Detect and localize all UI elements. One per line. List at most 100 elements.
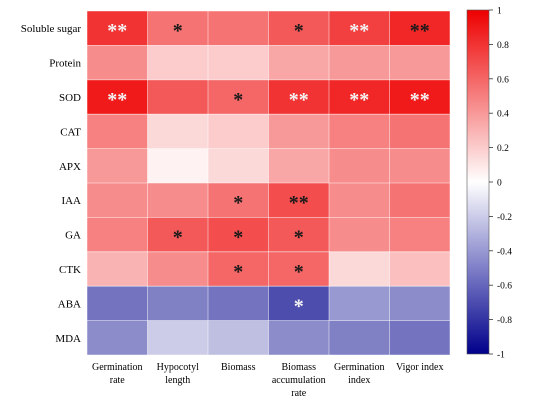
heatmap-cells xyxy=(87,11,450,355)
row-label: MDA xyxy=(55,333,81,345)
heatmap-cell xyxy=(87,79,148,115)
heatmap-cell xyxy=(389,217,450,252)
row-label: Soluble sugar xyxy=(21,23,82,35)
colorbar-tick-label: -0.2 xyxy=(497,213,512,223)
heatmap-cell xyxy=(268,217,329,252)
significance-marker: * xyxy=(173,20,183,42)
heatmap-cell xyxy=(208,45,269,80)
heatmap-cell xyxy=(87,320,148,355)
colorbar-tick-label: 0.2 xyxy=(497,144,509,154)
colorbar-tick-label: 1 xyxy=(497,7,502,17)
colorbar-tick-label: -0.8 xyxy=(497,316,512,326)
heatmap-cell xyxy=(208,11,269,46)
heatmap-cell xyxy=(208,320,269,355)
heatmap-cell xyxy=(87,286,148,321)
heatmap-cell xyxy=(389,114,450,149)
heatmap-cell xyxy=(389,148,450,183)
heatmap-cell xyxy=(87,45,148,80)
significance-marker: ** xyxy=(107,89,127,111)
heatmap-cell xyxy=(329,217,390,252)
significance-marker: ** xyxy=(410,20,430,42)
heatmap-cell xyxy=(87,11,148,46)
row-label: IAA xyxy=(61,195,81,207)
heatmap-cell xyxy=(389,11,450,46)
heatmap-cell xyxy=(329,286,390,321)
heatmap-cell xyxy=(208,148,269,183)
significance-marker: * xyxy=(233,227,243,249)
column-label: Biomass accumulation rate xyxy=(272,362,326,399)
row-label: ABA xyxy=(58,298,81,310)
significance-marker: * xyxy=(233,192,243,214)
heatmap-cell xyxy=(208,217,269,252)
colorbar-tick-label: 0.4 xyxy=(497,110,509,120)
colorbar-tick-label: 0.8 xyxy=(497,41,509,51)
heatmap-grid xyxy=(86,10,451,356)
heatmap-cell xyxy=(329,320,390,355)
colorbar-tick-label: -1 xyxy=(497,351,505,361)
heatmap-cell xyxy=(389,45,450,80)
heatmap-cell xyxy=(329,148,390,183)
heatmap-cell xyxy=(389,79,450,115)
column-label: Biomass xyxy=(221,362,256,373)
heatmap-cell xyxy=(147,217,208,252)
significance-marker: ** xyxy=(289,192,309,214)
column-labels: Germination rate Hypocotyl length Biomass Bio… xyxy=(92,362,444,399)
heatmap-cell xyxy=(268,79,329,115)
heatmap-cell xyxy=(389,183,450,218)
significance-marker: ** xyxy=(107,20,127,42)
heatmap-cell xyxy=(268,45,329,80)
column-label: Germination index xyxy=(334,362,385,386)
heatmap-cell xyxy=(329,183,390,218)
heatmap-cell xyxy=(268,114,329,149)
significance-marker: ** xyxy=(349,89,369,111)
row-label: CAT xyxy=(60,126,81,138)
heatmap-cell xyxy=(87,217,148,252)
heatmap-cell xyxy=(147,79,208,115)
row-label: APX xyxy=(59,161,81,173)
heatmap-cell xyxy=(208,251,269,287)
significance-markers: ** * * ** **** * ** ** *** *** * ** ** xyxy=(107,20,430,317)
heatmap-cell xyxy=(268,11,329,46)
column-label: Hypocotyl length xyxy=(157,362,199,386)
significance-marker: ** xyxy=(349,20,369,42)
heatmap-cell xyxy=(329,45,390,80)
colorbar xyxy=(466,9,490,355)
heatmap-cell xyxy=(389,320,450,355)
heatmap-cell xyxy=(329,114,390,149)
heatmap-cell xyxy=(329,79,390,115)
significance-marker: * xyxy=(294,261,304,283)
row-label: CTK xyxy=(59,264,81,276)
heatmap-cell xyxy=(208,286,269,321)
heatmap-cell xyxy=(87,114,148,149)
heatmap-cell xyxy=(268,286,329,321)
heatmap-cell xyxy=(208,79,269,115)
row-labels: Soluble sugar Protein SOD CAT APX IAA GA CTK ABA… xyxy=(21,23,82,345)
colorbar-tick-label: -0.4 xyxy=(497,247,512,257)
heatmap-cell xyxy=(389,251,450,287)
colorbar-tick-label: 0.6 xyxy=(497,75,509,85)
heatmap-cell xyxy=(268,251,329,287)
heatmap-cell xyxy=(268,148,329,183)
heatmap-cell xyxy=(147,251,208,287)
heatmap-cell xyxy=(268,320,329,355)
heatmap-cell xyxy=(329,251,390,287)
significance-marker: * xyxy=(233,89,243,111)
heatmap-cell xyxy=(268,183,329,218)
column-label: Germination rate xyxy=(92,362,143,386)
column-label: Vigor index xyxy=(396,362,443,373)
significance-marker: * xyxy=(294,227,304,249)
heatmap-cell xyxy=(87,148,148,183)
heatmap-cell xyxy=(87,183,148,218)
heatmap-cell xyxy=(147,11,208,46)
heatmap-cell xyxy=(147,45,208,80)
significance-marker: * xyxy=(173,227,183,249)
heatmap-cell xyxy=(147,286,208,321)
colorbar-tick-label: -0.6 xyxy=(497,282,512,292)
row-label: SOD xyxy=(59,92,81,104)
row-label: GA xyxy=(65,230,81,242)
significance-marker: ** xyxy=(289,89,309,111)
heatmap-cell xyxy=(329,11,390,46)
significance-marker: * xyxy=(233,261,243,283)
heatmap-cell xyxy=(147,148,208,183)
